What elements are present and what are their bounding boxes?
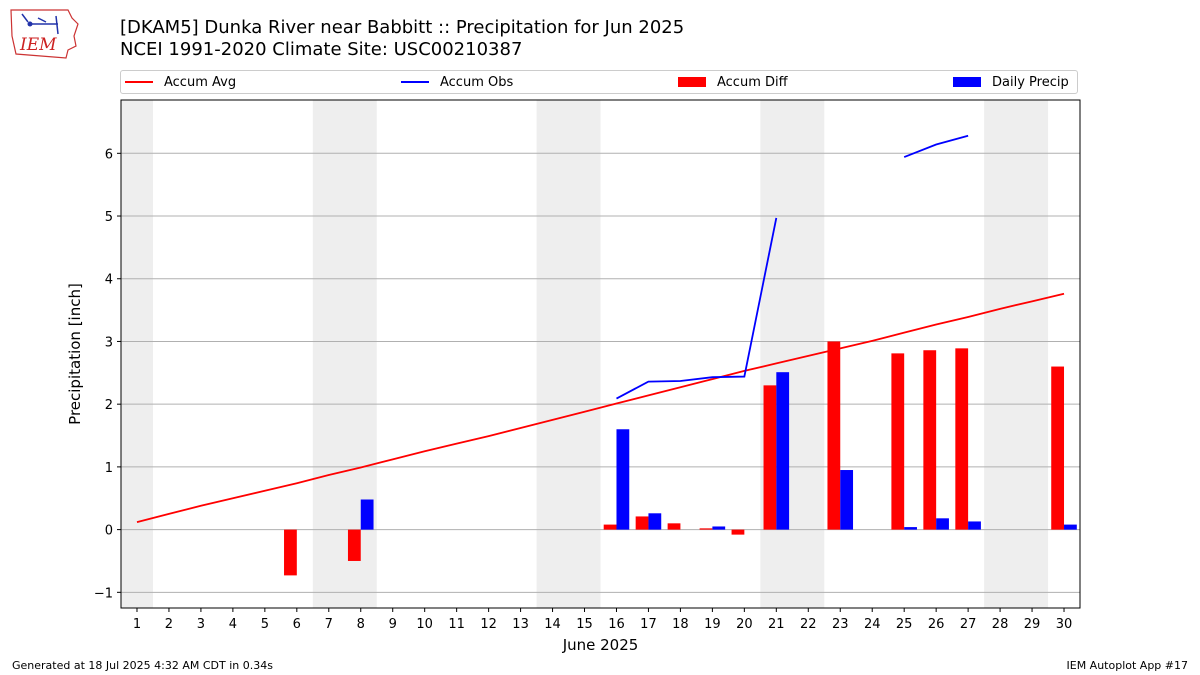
x-tick-label: 30 xyxy=(1056,617,1073,632)
y-tick-label: 6 xyxy=(105,147,113,162)
weekend-shade xyxy=(312,100,377,608)
accum-diff-bar xyxy=(731,529,745,535)
weekend-shading xyxy=(121,100,1049,608)
legend-swatch-accum-avg xyxy=(125,81,153,83)
x-tick-label: 27 xyxy=(960,617,977,632)
legend-label-accum-diff: Accum Diff xyxy=(717,74,788,90)
y-tick-label: 2 xyxy=(105,398,113,413)
legend-label-accum-avg: Accum Avg xyxy=(164,74,237,90)
weather-symbol xyxy=(21,13,59,35)
accum-avg-line xyxy=(136,292,1065,523)
daily-precip-bar xyxy=(360,499,374,530)
plot-frame xyxy=(120,99,1081,609)
x-tick-label: 23 xyxy=(832,617,849,632)
x-tick-label: 28 xyxy=(992,617,1009,632)
gridlines xyxy=(121,152,1080,593)
daily-precip-bar xyxy=(904,527,917,530)
weekend-shade xyxy=(984,100,1049,608)
x-tick-label: 16 xyxy=(608,617,625,632)
daily-precip-bar xyxy=(840,470,854,530)
accum-diff-bar xyxy=(635,516,649,530)
legend-label-daily-precip: Daily Precip xyxy=(992,74,1069,90)
accum-diff-bar xyxy=(603,524,617,530)
bars xyxy=(284,341,1077,576)
y-tick-label: 0 xyxy=(105,524,113,539)
x-tick-label: 24 xyxy=(864,617,881,632)
legend-item-accum-avg: Accum Avg xyxy=(125,71,236,93)
legend-swatch-accum-obs xyxy=(401,81,429,83)
legend-item-accum-diff: Accum Diff xyxy=(678,71,788,93)
y-tick-label: 3 xyxy=(105,335,113,350)
x-tick-label: 7 xyxy=(325,617,333,632)
weekend-shade xyxy=(536,100,601,608)
y-tick-label: −1 xyxy=(94,586,113,601)
x-tick-label: 15 xyxy=(576,617,593,632)
accum-diff-bar xyxy=(891,353,905,530)
x-axis-ticks: 1 2 3 4 5 6 7 8 9 10 11 12 13 14 15 16 17 18 19 20 21 22 23 24 2… xyxy=(133,608,1072,632)
y-tick-label: 5 xyxy=(105,210,113,225)
accum-diff-bar xyxy=(667,523,681,530)
x-tick-label: 10 xyxy=(416,617,433,632)
accum-diff-bar xyxy=(347,529,361,561)
x-tick-label: 17 xyxy=(640,617,657,632)
app-credit: IEM Autoplot App #17 xyxy=(1066,659,1189,672)
daily-precip-bar xyxy=(936,518,949,530)
x-tick-label: 9 xyxy=(389,617,397,632)
generated-timestamp: Generated at 18 Jul 2025 4:32 AM CDT in … xyxy=(12,659,273,672)
daily-precip-bar xyxy=(616,429,630,530)
x-tick-label: 18 xyxy=(672,617,689,632)
x-tick-label: 14 xyxy=(544,617,561,632)
daily-precip-bar xyxy=(712,526,726,530)
x-tick-label: 26 xyxy=(928,617,945,632)
x-tick-label: 29 xyxy=(1024,617,1041,632)
chart-title: [DKAM5] Dunka River near Babbitt :: Prec… xyxy=(120,17,685,38)
accum-obs-line xyxy=(616,217,778,400)
accum-obs-line xyxy=(903,134,969,158)
weekend-shade xyxy=(121,100,153,608)
iem-logo: IEM xyxy=(10,9,79,59)
x-tick-label: 5 xyxy=(261,617,269,632)
x-tick-label: 21 xyxy=(768,617,785,632)
x-tick-label: 22 xyxy=(800,617,817,632)
lines xyxy=(136,134,1065,523)
legend-item-accum-obs: Accum Obs xyxy=(401,71,513,93)
y-axis-label: Precipitation [inch] xyxy=(66,283,84,425)
x-tick-label: 6 xyxy=(293,617,301,632)
accum-diff-bar xyxy=(827,341,841,530)
y-tick-label: 1 xyxy=(105,461,113,476)
x-tick-label: 25 xyxy=(896,617,913,632)
accum-diff-bar xyxy=(284,529,297,576)
y-axis-ticks: −1 0 1 2 3 4 5 6 xyxy=(94,147,121,601)
x-tick-label: 4 xyxy=(229,617,237,632)
legend-item-daily-precip: Daily Precip xyxy=(953,71,1069,93)
accum-diff-bar xyxy=(923,350,937,530)
legend-swatch-accum-diff xyxy=(678,77,706,87)
x-axis-label: June 2025 xyxy=(562,636,639,654)
chart-subtitle: NCEI 1991-2020 Climate Site: USC00210387 xyxy=(120,39,523,60)
daily-precip-bar xyxy=(776,372,790,530)
legend-swatch-daily-precip xyxy=(953,77,981,87)
accum-diff-bar xyxy=(699,528,713,530)
logo-text: IEM xyxy=(19,35,57,55)
legend: Accum Avg Accum Obs Accum Diff Daily Pre… xyxy=(120,70,1078,94)
daily-precip-bar xyxy=(1064,524,1077,530)
x-tick-label: 12 xyxy=(480,617,497,632)
accum-diff-bar xyxy=(1051,366,1065,530)
y-tick-label: 4 xyxy=(105,273,113,288)
daily-precip-bar xyxy=(648,513,662,530)
x-tick-label: 13 xyxy=(512,617,529,632)
x-tick-label: 20 xyxy=(736,617,753,632)
x-tick-label: 2 xyxy=(165,617,173,632)
x-tick-label: 3 xyxy=(197,617,205,632)
accum-diff-bar xyxy=(763,385,777,530)
accum-diff-bar xyxy=(955,348,969,530)
x-tick-label: 11 xyxy=(448,617,465,632)
legend-label-accum-obs: Accum Obs xyxy=(440,74,514,90)
x-tick-label: 19 xyxy=(704,617,721,632)
daily-precip-bar xyxy=(968,521,981,530)
x-tick-label: 1 xyxy=(133,617,141,632)
x-tick-label: 8 xyxy=(357,617,365,632)
